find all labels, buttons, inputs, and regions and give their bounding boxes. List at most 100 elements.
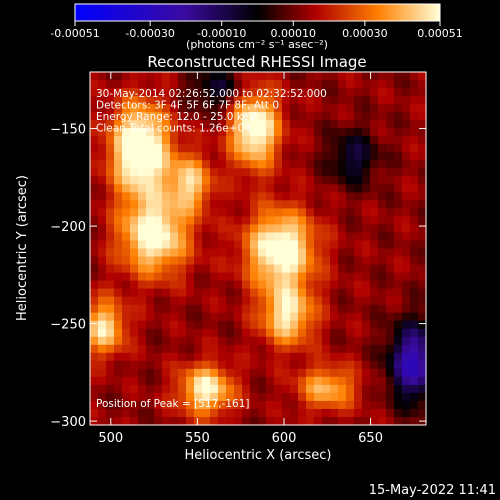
heatmap-cell <box>346 360 355 370</box>
heatmap-cell <box>226 192 235 201</box>
heatmap-cell <box>202 248 211 258</box>
heatmap-cell <box>90 176 99 185</box>
heatmap-cell <box>210 184 219 193</box>
heatmap-cell <box>138 184 147 193</box>
heatmap-cell <box>242 280 251 290</box>
heatmap-cell <box>386 224 395 234</box>
heatmap-cell <box>170 152 179 161</box>
heatmap-cell <box>234 80 243 89</box>
heatmap-cell <box>226 272 235 282</box>
heatmap-cell <box>106 176 115 185</box>
heatmap-cell <box>106 384 115 394</box>
heatmap-cell <box>394 128 403 137</box>
heatmap-cell <box>378 152 387 161</box>
heatmap-cell <box>290 160 299 169</box>
heatmap-cell <box>386 168 395 177</box>
heatmap-cell <box>114 216 123 226</box>
heatmap-cell <box>266 376 275 386</box>
heatmap-cell <box>306 80 315 89</box>
heatmap-cell <box>410 408 419 418</box>
heatmap-cell <box>162 88 171 97</box>
heatmap-cell <box>138 152 147 161</box>
heatmap-cell <box>210 400 219 410</box>
heatmap-cell <box>202 272 211 282</box>
heatmap-cell <box>346 80 355 89</box>
heatmap-cell <box>274 272 283 282</box>
heatmap-cell <box>114 408 123 418</box>
heatmap-cell <box>98 248 107 258</box>
heatmap-cell <box>226 128 235 137</box>
heatmap-cell <box>250 88 259 97</box>
heatmap-cell <box>98 408 107 418</box>
heatmap-cell <box>354 416 363 426</box>
heatmap-cell <box>346 144 355 153</box>
heatmap-cell <box>346 336 355 346</box>
heatmap-cell <box>154 208 163 218</box>
heatmap-cell <box>266 344 275 354</box>
heatmap-cell <box>362 360 371 370</box>
heatmap-cell <box>202 104 211 113</box>
heatmap-cell <box>194 408 203 418</box>
heatmap-cell <box>186 96 195 105</box>
heatmap-cell <box>138 232 147 242</box>
heatmap-cell <box>122 176 131 185</box>
heatmap-cell <box>354 304 363 314</box>
heatmap-cell <box>266 168 275 177</box>
heatmap-cell <box>274 360 283 370</box>
heatmap-cell <box>202 176 211 185</box>
heatmap-cell <box>90 232 99 242</box>
heatmap-cell <box>354 160 363 169</box>
heatmap-cell <box>138 112 147 121</box>
heatmap-cell <box>394 120 403 129</box>
heatmap-cell <box>138 248 147 258</box>
heatmap-cell <box>218 256 227 266</box>
heatmap-cell <box>178 72 187 81</box>
heatmap-cell <box>154 80 163 89</box>
heatmap-cell <box>234 280 243 290</box>
heatmap-cell <box>170 400 179 410</box>
heatmap-cell <box>402 184 411 193</box>
heatmap-cell <box>122 336 131 346</box>
heatmap-cell <box>274 184 283 193</box>
heatmap-cell <box>98 168 107 177</box>
heatmap-cell <box>234 360 243 370</box>
heatmap-cell <box>178 176 187 185</box>
heatmap-cell <box>218 112 227 121</box>
heatmap-cell <box>90 280 99 290</box>
heatmap-cell <box>138 96 147 105</box>
heatmap-cell <box>282 376 291 386</box>
heatmap-cell <box>298 280 307 290</box>
heatmap-cell <box>106 184 115 193</box>
heatmap-cell <box>178 336 187 346</box>
heatmap-cell <box>202 264 211 274</box>
heatmap-cell <box>202 360 211 370</box>
heatmap-cell <box>370 368 379 378</box>
heatmap-cell <box>346 328 355 338</box>
heatmap-cell <box>378 88 387 97</box>
heatmap-cell <box>98 192 107 201</box>
heatmap-cell <box>418 112 427 121</box>
heatmap-cell <box>322 80 331 89</box>
heatmap-cell <box>386 320 395 330</box>
heatmap-cell <box>402 80 411 89</box>
colorbar-tick-label: -0.00010 <box>197 27 246 40</box>
heatmap-cell <box>322 96 331 105</box>
x-tick-label: 500 <box>98 431 123 446</box>
heatmap-cell <box>138 144 147 153</box>
heatmap-cell <box>386 80 395 89</box>
heatmap-cell <box>354 152 363 161</box>
heatmap-cell <box>386 272 395 282</box>
heatmap-cell <box>338 400 347 410</box>
heatmap-cell <box>98 328 107 338</box>
heatmap-cell <box>418 384 427 394</box>
heatmap-cell <box>90 304 99 314</box>
heatmap-cell <box>170 376 179 386</box>
heatmap-cell <box>138 168 147 177</box>
heatmap-cell <box>250 96 259 105</box>
heatmap-cell <box>290 200 299 209</box>
heatmap-cell <box>306 168 315 177</box>
heatmap-cell <box>130 104 139 113</box>
heatmap-cell <box>130 352 139 362</box>
heatmap-cell <box>202 344 211 354</box>
heatmap-cell <box>418 336 427 346</box>
